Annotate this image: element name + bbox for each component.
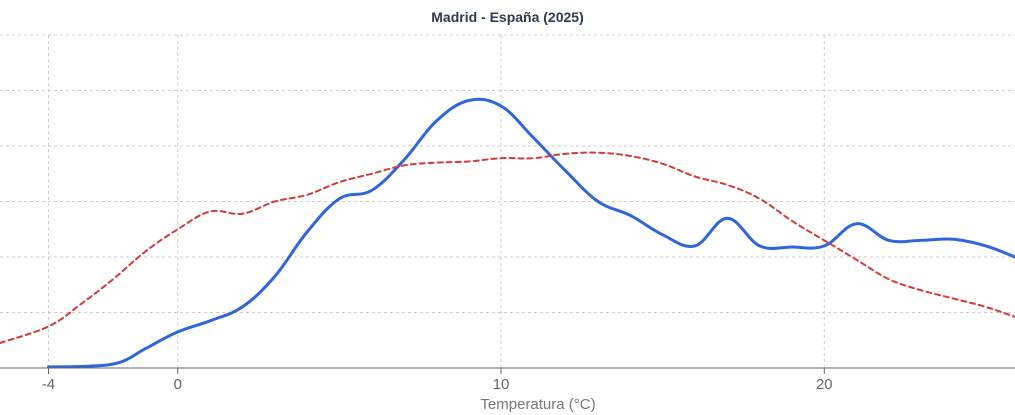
grid-lines xyxy=(0,34,1015,368)
x-tick-label-3: 20 xyxy=(816,376,833,393)
series-line-1 xyxy=(47,97,1015,369)
x-tick-label-2: 10 xyxy=(493,376,510,393)
chart-title: Madrid - España (2025) xyxy=(431,9,584,25)
x-tick-label-0: -4 xyxy=(42,376,55,393)
series-lines xyxy=(0,97,1015,369)
x-axis: -4 0 10 20 xyxy=(0,367,1015,393)
x-tick-label-1: 0 xyxy=(174,376,182,393)
series-line-2 xyxy=(0,151,1015,344)
x-axis-title: Temperatura (°C) xyxy=(480,396,595,413)
